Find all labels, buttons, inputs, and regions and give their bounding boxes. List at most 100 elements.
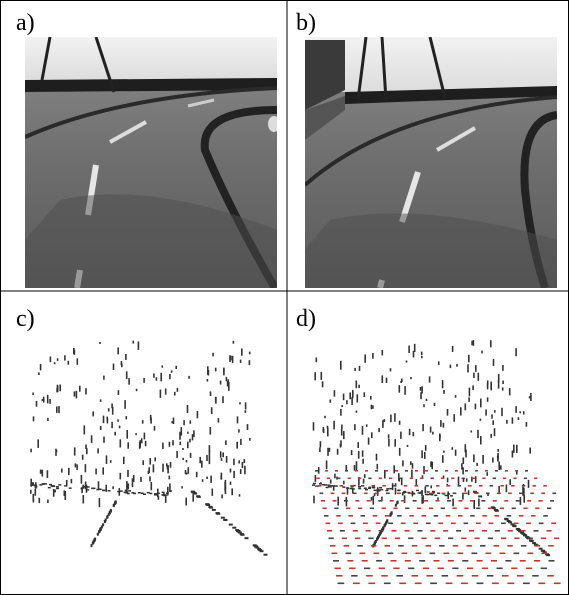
point-glyph bbox=[239, 469, 242, 474]
point-glyph bbox=[153, 425, 156, 431]
point-glyph bbox=[425, 485, 429, 487]
point-glyph bbox=[498, 485, 500, 495]
point-glyph bbox=[96, 488, 100, 491]
point-glyph bbox=[387, 552, 394, 555]
point-glyph bbox=[355, 537, 361, 540]
point-glyph bbox=[325, 460, 328, 470]
point-glyph bbox=[493, 545, 500, 547]
point-glyph bbox=[337, 496, 339, 506]
point-glyph bbox=[538, 500, 543, 502]
point-glyph bbox=[520, 530, 526, 532]
point-glyph bbox=[462, 492, 464, 500]
point-glyph bbox=[385, 489, 389, 492]
point-glyph bbox=[172, 417, 175, 424]
point-glyph bbox=[378, 477, 382, 480]
point-glyph bbox=[315, 485, 319, 487]
point-glyph bbox=[440, 420, 442, 427]
point-glyph bbox=[327, 427, 329, 437]
point-glyph bbox=[346, 400, 348, 405]
point-glyph bbox=[81, 487, 85, 489]
point-glyph bbox=[46, 394, 49, 404]
point-glyph bbox=[358, 477, 362, 480]
point-glyph bbox=[140, 438, 143, 444]
point-glyph bbox=[191, 434, 194, 441]
point-glyph bbox=[182, 457, 184, 461]
point-glyph bbox=[44, 483, 48, 485]
point-glyph bbox=[352, 488, 354, 494]
point-glyph bbox=[532, 575, 539, 577]
point-glyph bbox=[408, 537, 414, 540]
point-glyph bbox=[436, 485, 440, 487]
point-glyph bbox=[388, 522, 393, 525]
point-glyph bbox=[393, 465, 395, 474]
point-glyph bbox=[319, 483, 322, 485]
point-glyph bbox=[174, 391, 176, 396]
point-glyph bbox=[475, 365, 477, 372]
point-glyph bbox=[226, 381, 229, 387]
point-glyph bbox=[462, 467, 464, 475]
point-glyph bbox=[393, 485, 397, 487]
point-glyph bbox=[414, 582, 422, 585]
point-glyph bbox=[372, 515, 378, 517]
point-glyph bbox=[512, 524, 517, 527]
point-glyph bbox=[508, 521, 513, 524]
point-glyph bbox=[99, 425, 102, 430]
point-glyph bbox=[192, 494, 194, 502]
point-glyph bbox=[345, 552, 352, 555]
point-glyph bbox=[210, 475, 212, 483]
point-glyph bbox=[107, 513, 110, 517]
point-glyph bbox=[358, 365, 361, 371]
point-glyph bbox=[35, 400, 38, 407]
point-glyph bbox=[398, 473, 400, 481]
point-glyph bbox=[397, 515, 402, 517]
point-glyph bbox=[511, 417, 514, 424]
point-glyph bbox=[511, 450, 514, 458]
point-glyph bbox=[244, 465, 246, 475]
point-glyph bbox=[510, 523, 515, 526]
point-glyph bbox=[343, 545, 350, 547]
point-glyph bbox=[422, 424, 424, 432]
point-glyph bbox=[97, 448, 99, 454]
point-glyph bbox=[327, 447, 329, 456]
point-glyph bbox=[56, 387, 58, 393]
point-glyph bbox=[454, 449, 457, 456]
point-glyph bbox=[32, 499, 35, 503]
panel-label: d) bbox=[296, 306, 316, 332]
point-glyph bbox=[400, 477, 403, 486]
point-glyph bbox=[206, 379, 209, 382]
point-glyph bbox=[99, 527, 102, 531]
point-glyph bbox=[86, 448, 88, 455]
point-glyph bbox=[446, 409, 449, 416]
point-glyph bbox=[100, 525, 103, 529]
point-glyph bbox=[431, 461, 433, 470]
point-glyph bbox=[363, 492, 368, 495]
point-glyph bbox=[438, 522, 444, 525]
point-glyph bbox=[81, 454, 84, 460]
point-glyph bbox=[387, 434, 390, 439]
point-glyph bbox=[526, 522, 531, 525]
point-glyph bbox=[154, 493, 157, 495]
point-glyph bbox=[359, 552, 366, 555]
point-glyph bbox=[368, 487, 371, 490]
point-glyph bbox=[475, 470, 478, 472]
point-glyph bbox=[41, 469, 44, 477]
point-glyph bbox=[225, 440, 227, 445]
point-glyph bbox=[345, 496, 348, 502]
point-glyph bbox=[259, 550, 264, 553]
point-glyph bbox=[102, 467, 104, 475]
point-glyph bbox=[111, 421, 113, 429]
point-glyph bbox=[149, 476, 151, 482]
point-glyph bbox=[492, 582, 499, 585]
point-glyph bbox=[321, 484, 325, 486]
point-glyph bbox=[523, 494, 525, 503]
point-glyph bbox=[429, 426, 432, 433]
point-glyph bbox=[388, 438, 390, 447]
point-glyph bbox=[341, 537, 348, 540]
point-glyph bbox=[196, 411, 199, 419]
point-glyph bbox=[522, 534, 527, 537]
point-glyph bbox=[81, 487, 83, 494]
point-glyph bbox=[352, 530, 358, 532]
point-glyph bbox=[248, 360, 251, 366]
point-glyph bbox=[337, 582, 345, 585]
point-glyph bbox=[519, 560, 526, 562]
